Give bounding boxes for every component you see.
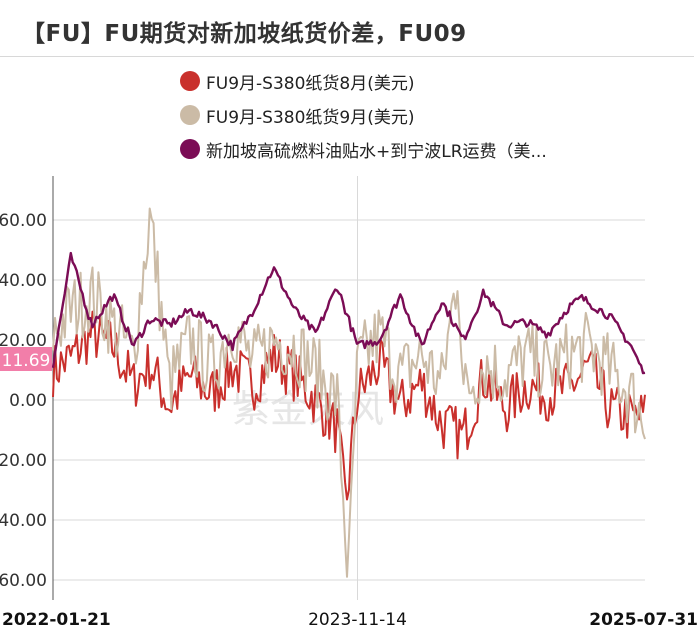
- legend-item-singapore-premium-freight[interactable]: 新加坡高硫燃料油贴水+到宁波LR运费（美...: [180, 137, 547, 162]
- y-tick-label: -20.00: [0, 451, 47, 471]
- series-line-1: [52, 310, 646, 501]
- legend-swatch-purple: [180, 139, 200, 159]
- legend-label: 新加坡高硫燃料油贴水+到宁波LR运费（美...: [206, 141, 547, 162]
- current-value-badge-text: 11.69: [2, 351, 51, 371]
- legend-label: FU9月-S380纸货8月(美元): [206, 73, 415, 94]
- y-tick-label: -60.00: [0, 571, 47, 591]
- legend-item-fu9-s380-aug[interactable]: FU9月-S380纸货8月(美元): [180, 69, 415, 94]
- x-tick-label: 2022-01-21: [2, 610, 111, 630]
- y-tick-label: 60.00: [0, 211, 47, 231]
- legend-swatch-red: [180, 71, 200, 91]
- series-line-3: [51, 251, 646, 375]
- x-tick-label: 2025-07-31: [589, 610, 698, 630]
- title-divider: [0, 56, 694, 57]
- legend-label: FU9月-S380纸货9月(美元): [206, 107, 415, 128]
- y-tick-label: -40.00: [0, 511, 47, 531]
- legend-item-fu9-s380-sep[interactable]: FU9月-S380纸货9月(美元): [180, 103, 415, 128]
- y-tick-label: 0.00: [9, 391, 47, 411]
- x-tick-label: 2023-11-14: [308, 610, 407, 630]
- legend-swatch-beige: [180, 105, 200, 125]
- chart-title: 【FU】FU期货对新加坡纸货价差，FU09: [22, 21, 467, 47]
- y-tick-label: 20.00: [0, 331, 47, 351]
- current-value-badge: [0, 347, 52, 371]
- series-line-2: [52, 207, 646, 578]
- y-tick-label: 40.00: [0, 271, 47, 291]
